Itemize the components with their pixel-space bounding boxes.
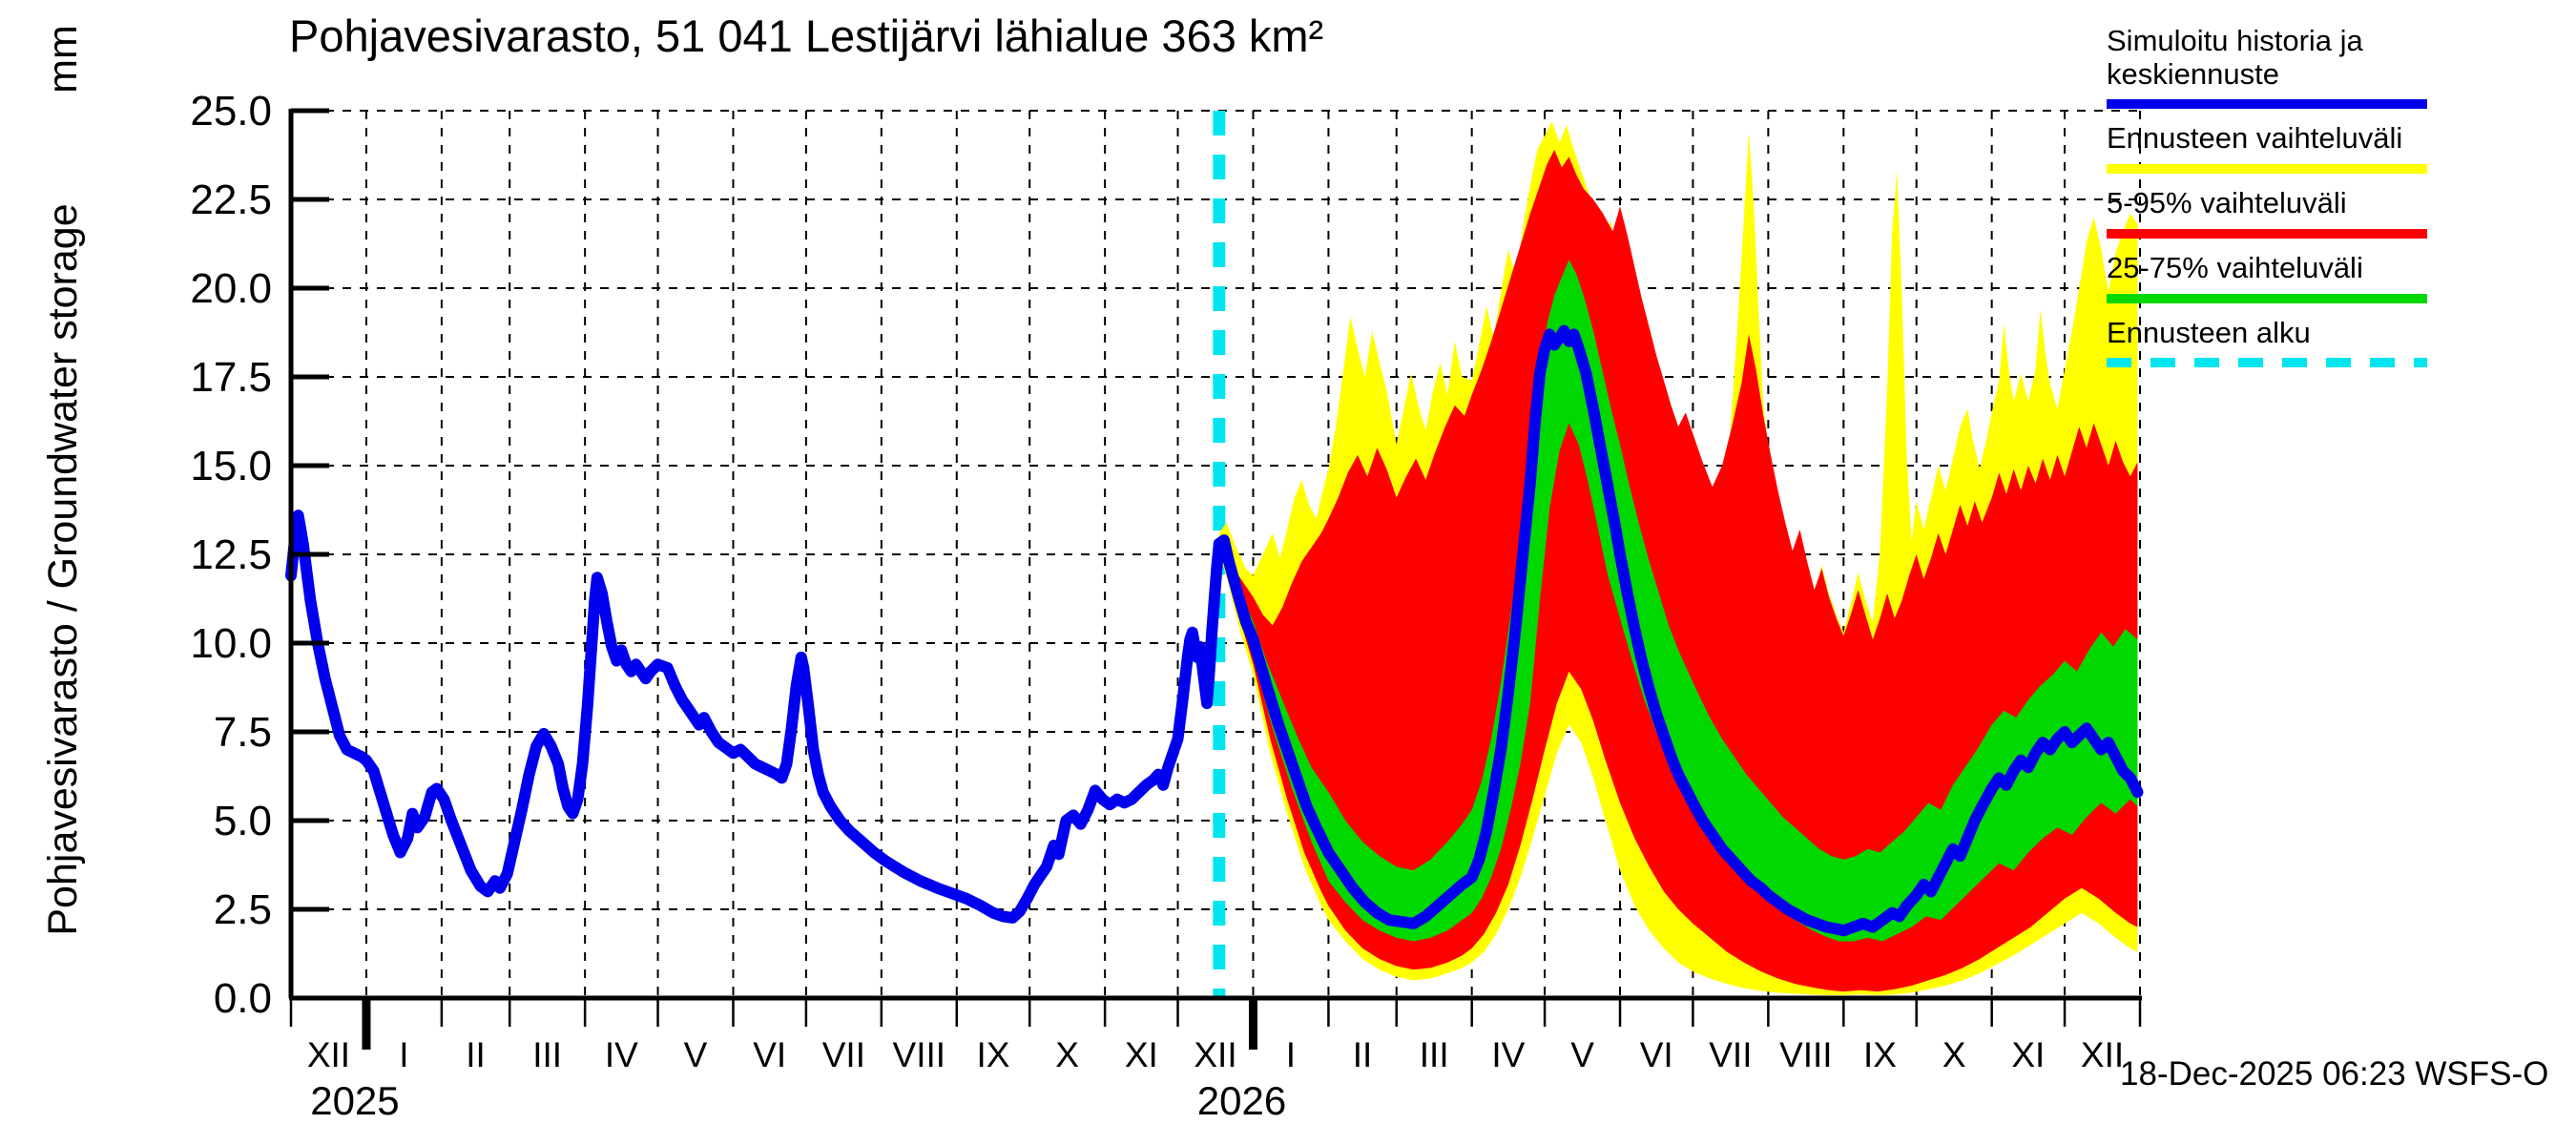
svg-text:12.5: 12.5 [190,531,272,578]
svg-text:25.0: 25.0 [190,88,272,135]
svg-text:15.0: 15.0 [190,443,272,489]
svg-text:IX: IX [1863,1035,1897,1074]
svg-text:X: X [1942,1035,1966,1074]
legend-label-5-95-range: 5-95% vaihteluväli [2107,186,2347,220]
legend-item-history: Simuloitu historia ja keskiennuste [2107,24,2565,110]
svg-text:VIII: VIII [893,1035,946,1074]
forecast-bands-layer [1218,121,2138,995]
svg-text:VI: VI [753,1035,786,1074]
svg-text:22.5: 22.5 [190,177,272,223]
svg-text:I: I [399,1035,408,1074]
svg-text:V: V [1570,1035,1594,1074]
legend-sample-25-75-range [2107,293,2427,303]
svg-text:20.0: 20.0 [190,265,272,312]
svg-text:XII: XII [307,1035,350,1074]
axes-layer [288,108,2142,1050]
svg-text:VII: VII [822,1035,865,1074]
svg-text:III: III [1420,1035,1449,1074]
svg-text:V: V [684,1035,708,1074]
legend-label-history: Simuloitu historia ja keskiennuste [2107,24,2363,91]
svg-text:VII: VII [1709,1035,1752,1074]
timestamp-watermark: 18-Dec-2025 06:23 WSFS-O [2120,1055,2549,1093]
svg-text:7.5: 7.5 [214,709,272,756]
legend-item-25-75-range: 25-75% vaihteluväli [2107,250,2565,303]
svg-text:2025: 2025 [310,1078,399,1123]
svg-text:XII: XII [2081,1035,2124,1074]
legend-sample-5-95-range [2107,228,2427,239]
svg-text:IV: IV [1491,1035,1525,1074]
legend-label-25-75-range: 25-75% vaihteluväli [2107,250,2363,284]
svg-text:XI: XI [2011,1035,2045,1074]
svg-text:10.0: 10.0 [190,620,272,667]
svg-text:X: X [1055,1035,1079,1074]
data-lines-layer [285,324,2144,937]
svg-text:2.5: 2.5 [214,886,272,933]
svg-text:5.0: 5.0 [214,798,272,844]
svg-text:I: I [1286,1035,1296,1074]
svg-text:II: II [1353,1035,1373,1074]
svg-text:XII: XII [1194,1035,1236,1074]
legend-sample-forecast-start [2107,358,2427,368]
legend-sample-history-line [2107,99,2427,110]
svg-text:XI: XI [1125,1035,1158,1074]
legend: Simuloitu historia ja keskiennuste Ennus… [2107,24,2565,381]
legend-item-forecast-range: Ennusteen vaihteluväli [2107,121,2565,175]
svg-text:0.0: 0.0 [214,975,272,1022]
tick-labels-layer: 0.0 2.5 5.0 7.5 10.0 12.5 15.0 17.5 20.0 22.5 25.0… [190,88,2124,1123]
svg-text:2026: 2026 [1197,1078,1286,1123]
svg-text:VIII: VIII [1779,1035,1833,1074]
y-axis-label: Pohjavesivarasto / Groundwater storage [40,203,86,935]
svg-text:IX: IX [976,1035,1009,1074]
legend-item-forecast-start: Ennusteen alku [2107,315,2565,368]
y-axis-unit-label: mm [40,25,86,94]
svg-text:IV: IV [605,1035,638,1074]
legend-label-forecast-start: Ennusteen alku [2107,315,2311,349]
svg-text:III: III [532,1035,562,1074]
chart-title: Pohjavesivarasto, 51 041 Lestijärvi lähi… [289,10,1324,61]
legend-label-forecast-range: Ennusteen vaihteluväli [2107,121,2403,156]
svg-text:VI: VI [1640,1035,1673,1074]
legend-item-5-95-range: 5-95% vaihteluväli [2107,186,2565,239]
svg-text:17.5: 17.5 [190,354,272,401]
legend-sample-forecast-range [2107,164,2427,175]
svg-text:II: II [466,1035,486,1074]
